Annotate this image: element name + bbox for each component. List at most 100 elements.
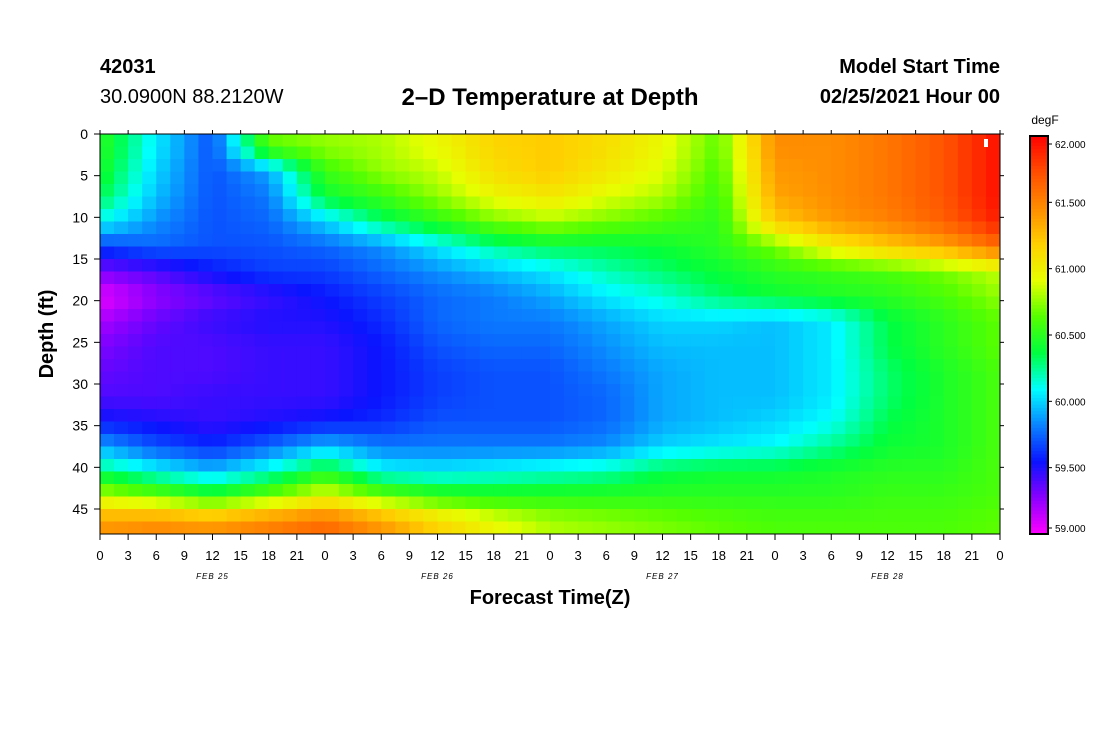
heatmap-cell bbox=[142, 309, 157, 323]
heatmap-cell bbox=[634, 509, 650, 523]
heatmap-cell bbox=[859, 184, 875, 198]
heatmap-cell bbox=[564, 446, 579, 460]
heatmap-cell bbox=[142, 334, 157, 348]
heatmap-cell bbox=[845, 234, 860, 248]
y-tick-label: 35 bbox=[72, 418, 88, 434]
heatmap-cell bbox=[943, 421, 959, 435]
heatmap-cell bbox=[507, 309, 523, 323]
heatmap-cell bbox=[915, 234, 931, 248]
heatmap-cell bbox=[775, 134, 790, 148]
heatmap-cell bbox=[268, 134, 284, 148]
heatmap-cell bbox=[971, 209, 987, 223]
heatmap-cell bbox=[339, 446, 354, 460]
heatmap-cell bbox=[535, 446, 551, 460]
heatmap-cell bbox=[100, 284, 115, 298]
heatmap-cell bbox=[170, 259, 185, 273]
heatmap-cell bbox=[592, 396, 607, 410]
heatmap-cell bbox=[254, 171, 270, 185]
heatmap-cell bbox=[746, 521, 762, 534]
heatmap-cell bbox=[606, 146, 621, 160]
heatmap-cell bbox=[240, 271, 256, 285]
heatmap-cell bbox=[409, 296, 425, 310]
colorbar-swatch bbox=[1030, 490, 1048, 495]
heatmap-cell bbox=[353, 484, 368, 498]
heatmap-cell bbox=[887, 321, 903, 335]
heatmap-cell bbox=[775, 171, 790, 185]
colorbar-swatch bbox=[1030, 262, 1048, 266]
colorbar-swatch bbox=[1030, 328, 1048, 333]
heatmap-cell bbox=[493, 371, 509, 385]
heatmap-cell bbox=[620, 284, 635, 298]
heatmap-cell bbox=[775, 321, 790, 335]
heatmap-cell bbox=[859, 334, 875, 348]
colorbar-swatch bbox=[1030, 524, 1048, 528]
heatmap-cell bbox=[817, 146, 832, 160]
colorbar-swatch bbox=[1030, 401, 1048, 406]
heatmap-cell bbox=[296, 146, 312, 160]
heatmap-cell bbox=[789, 384, 804, 398]
heatmap-cell bbox=[676, 259, 692, 273]
heatmap-cell bbox=[690, 384, 706, 398]
colorbar-swatch bbox=[1030, 301, 1048, 306]
heatmap-cell bbox=[268, 221, 284, 235]
heatmap-cell bbox=[887, 259, 903, 273]
heatmap-cell bbox=[564, 246, 579, 260]
heatmap-cell bbox=[100, 396, 115, 410]
heatmap-cell bbox=[929, 321, 945, 335]
heatmap-cell bbox=[268, 346, 284, 360]
heatmap-cell bbox=[845, 134, 860, 148]
heatmap-cell bbox=[564, 209, 579, 223]
heatmap-cell bbox=[845, 371, 860, 385]
heatmap-cell bbox=[971, 334, 987, 348]
heatmap-cell bbox=[845, 521, 860, 534]
heatmap-cell bbox=[971, 359, 987, 373]
heatmap-cell bbox=[817, 259, 832, 273]
heatmap-cell bbox=[535, 396, 551, 410]
heatmap-cell bbox=[662, 271, 678, 285]
heatmap-cell bbox=[437, 521, 453, 534]
heatmap-cell bbox=[648, 196, 664, 210]
heatmap-cell bbox=[156, 484, 171, 498]
heatmap-cell bbox=[479, 221, 495, 235]
heatmap-cell bbox=[353, 446, 368, 460]
heatmap-cell bbox=[690, 271, 706, 285]
heatmap-cell bbox=[268, 396, 284, 410]
heatmap-cell bbox=[128, 246, 143, 260]
heatmap-cell bbox=[634, 496, 650, 510]
heatmap-cell bbox=[831, 171, 846, 185]
heatmap-cell bbox=[648, 271, 664, 285]
heatmap-cell bbox=[507, 384, 523, 398]
heatmap-cell bbox=[592, 321, 607, 335]
colorbar-swatch bbox=[1030, 149, 1048, 154]
x-tick-label: 6 bbox=[378, 548, 385, 563]
heatmap-cell bbox=[128, 496, 143, 510]
heatmap-cell bbox=[732, 434, 748, 448]
heatmap-cell bbox=[184, 209, 200, 223]
heatmap-cell bbox=[929, 396, 945, 410]
heatmap-cell bbox=[746, 359, 762, 373]
heatmap-cell bbox=[409, 509, 425, 523]
heatmap-cell bbox=[662, 134, 678, 148]
heatmap-cell bbox=[901, 396, 917, 410]
heatmap-cell bbox=[845, 409, 860, 423]
heatmap-cell bbox=[648, 171, 664, 185]
heatmap-cell bbox=[507, 409, 523, 423]
heatmap-cell bbox=[578, 309, 593, 323]
heatmap-cell bbox=[170, 346, 185, 360]
heatmap-cell bbox=[746, 259, 762, 273]
heatmap-cell bbox=[789, 246, 804, 260]
heatmap-cell bbox=[760, 409, 776, 423]
heatmap-cell bbox=[648, 284, 664, 298]
heatmap-cell bbox=[718, 409, 734, 423]
heatmap-cell bbox=[381, 184, 396, 198]
heatmap-cell bbox=[310, 284, 326, 298]
heatmap-cell bbox=[437, 171, 453, 185]
heatmap-cell bbox=[957, 509, 973, 523]
heatmap-cell bbox=[254, 359, 270, 373]
heatmap-cell bbox=[493, 196, 509, 210]
heatmap-cell bbox=[437, 446, 453, 460]
heatmap-cell bbox=[325, 196, 340, 210]
heatmap-cell bbox=[803, 459, 818, 473]
heatmap-cell bbox=[198, 521, 214, 534]
heatmap-cell bbox=[760, 321, 776, 335]
